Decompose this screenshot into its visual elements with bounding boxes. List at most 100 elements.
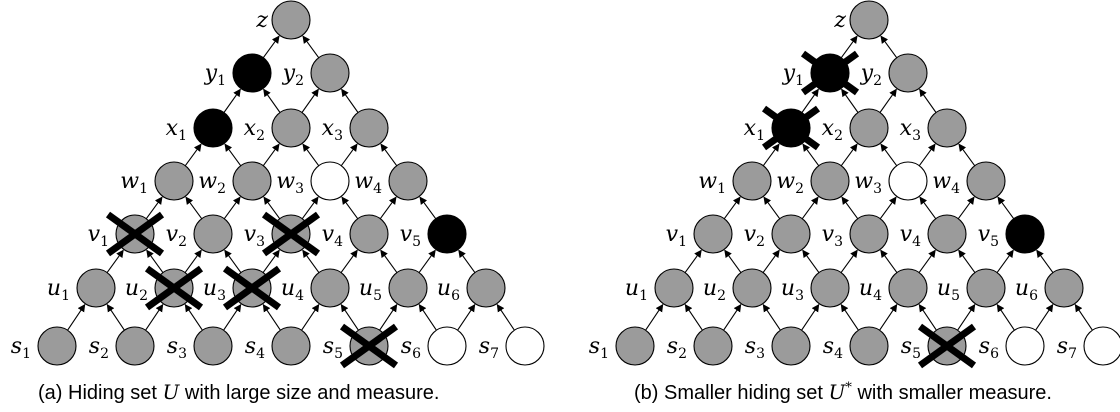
edge-v5-w4 [997, 196, 1015, 220]
edge-s2-u2 [145, 303, 164, 331]
edge-u3-v2 [224, 249, 242, 273]
edge-s3-u2 [762, 303, 781, 331]
node-label-v1: v1 [88, 222, 109, 250]
caption-a-symbol: U [162, 380, 180, 404]
edge-u1-v1 [106, 249, 124, 273]
edge-s5-u5 [957, 303, 976, 331]
caption-a-prefix: (a) Hiding set [38, 382, 163, 404]
node-label-v3: v3 [244, 222, 265, 250]
node-s7 [1083, 326, 1120, 366]
node-label-u1: u1 [625, 276, 648, 304]
node-u5 [966, 268, 1006, 308]
edge-v1-w1 [723, 196, 741, 220]
edge-v4-w4 [379, 196, 397, 220]
edge-v2-w1 [763, 196, 781, 220]
edge-s4-u3 [262, 303, 281, 331]
node-label-v2: v2 [744, 222, 765, 250]
node-s3 [193, 326, 233, 366]
edge-s2-u2 [723, 303, 742, 331]
edge-s6-u5 [996, 303, 1015, 331]
edge-u3-v3 [262, 249, 280, 273]
node-z [271, 0, 311, 40]
node-label-v3: v3 [822, 222, 843, 250]
node-s1 [615, 326, 655, 366]
edge-u5-v5 [996, 249, 1014, 273]
edge-x2-y2 [879, 88, 897, 113]
node-z [849, 0, 889, 40]
node-label-s6: s6 [979, 334, 999, 362]
node-label-s3: s3 [167, 334, 187, 362]
edge-x3-y2 [919, 88, 937, 113]
edge-u4-v3 [302, 249, 320, 273]
edge-v5-w4 [419, 196, 437, 220]
edge-s7-u6 [496, 303, 515, 331]
edge-w3-x2 [302, 143, 320, 167]
node-y2 [888, 53, 928, 93]
cross-mark-x1 [761, 105, 821, 151]
node-x2 [849, 108, 889, 148]
node-label-s5: s5 [901, 334, 921, 362]
caption-b: (b) Smaller hiding set U* with smaller m… [634, 380, 1052, 405]
edge-w2-x2 [262, 143, 280, 167]
node-x1 [193, 108, 233, 148]
node-label-v5: v5 [978, 222, 999, 250]
caption-b-prefix: (b) Smaller hiding set [634, 382, 829, 404]
node-label-u6: u6 [437, 276, 460, 304]
edge-x1-y1 [801, 88, 819, 113]
node-label-w3: w3 [854, 169, 882, 197]
edge-v1-w1 [145, 196, 163, 220]
cross-mark-v1 [105, 211, 165, 257]
node-y1 [232, 53, 272, 93]
node-s3 [771, 326, 811, 366]
node-s2 [693, 326, 733, 366]
edge-s2-u1 [106, 303, 125, 331]
caption-a-suffix: with large size and measure. [179, 382, 440, 404]
edge-s6-u6 [457, 303, 476, 331]
edge-w1-x1 [184, 143, 202, 167]
node-label-x1: x1 [744, 116, 765, 144]
hiding-set-diagram: s1 s2 s3 s4 s5 s6 s7 u1 u2 u3 u4 u5 u6 v1 v2 v3 v4 v5 w1 w2… [11, 0, 1120, 369]
node-s1 [37, 326, 77, 366]
node-w4 [966, 161, 1006, 201]
node-s4 [849, 326, 889, 366]
node-label-u4: u4 [281, 276, 304, 304]
edge-s3-u3 [801, 303, 820, 331]
edge-u3-v3 [840, 249, 858, 273]
node-label-s7: s7 [1057, 334, 1077, 362]
edge-v3-w3 [301, 196, 319, 220]
edge-w3-x2 [880, 143, 898, 167]
node-label-z: z [833, 8, 846, 33]
node-label-s7: s7 [479, 334, 499, 362]
node-u1 [654, 268, 694, 308]
node-label-x1: x1 [166, 116, 187, 144]
node-label-x3: x3 [900, 116, 921, 144]
node-label-v1: v1 [666, 222, 687, 250]
node-label-w1: w1 [698, 169, 726, 197]
edge-s6-u5 [418, 303, 437, 331]
node-v5 [427, 214, 467, 254]
edge-w3-x3 [918, 143, 936, 167]
cross-mark-v3 [261, 211, 321, 257]
node-v4 [349, 214, 389, 254]
node-label-y2: y2 [860, 61, 882, 89]
node-label-x2: x2 [244, 116, 265, 144]
edge-s6-u6 [1035, 303, 1054, 331]
edge-v2-w2 [223, 196, 241, 220]
node-w4 [388, 161, 428, 201]
node-label-w2: w2 [776, 169, 804, 197]
edge-u5-v5 [418, 249, 436, 273]
caption-b-symbol: U [828, 380, 846, 404]
node-label-v2: v2 [166, 222, 187, 250]
node-label-v4: v4 [322, 222, 343, 250]
node-u6 [1044, 268, 1084, 308]
edge-w2-x1 [224, 143, 242, 167]
edge-w3-x3 [340, 143, 358, 167]
edge-u5-v4 [380, 249, 398, 273]
node-label-w2: w2 [198, 169, 226, 197]
node-u4 [888, 268, 928, 308]
node-label-y1: y1 [782, 61, 804, 89]
node-label-x3: x3 [322, 116, 343, 144]
edge-x1-y1 [223, 88, 241, 113]
edge-s1-u1 [67, 303, 86, 331]
edge-u4-v4 [918, 249, 936, 273]
